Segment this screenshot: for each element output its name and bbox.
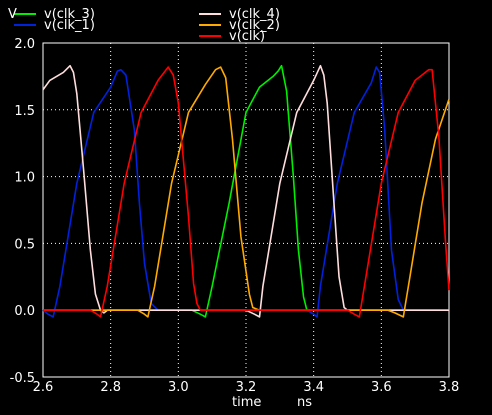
y-tick-label: 1.0	[14, 171, 35, 186]
x-tick-label: 3.4	[303, 380, 324, 395]
x-axis-label: time	[232, 395, 261, 410]
x-tick-label: 3.2	[236, 380, 257, 395]
legend: v(clk_3)v(clk_1) v(clk_4)v(clk_2)v(clk)	[14, 7, 280, 44]
legend-label: v(clk_3)	[44, 7, 95, 22]
legend-label: v(clk_1)	[44, 18, 95, 33]
x-tick-label: 2.6	[33, 380, 54, 395]
plot-frame	[42, 42, 450, 378]
y-tick-label: 1.5	[14, 104, 35, 119]
x-axis-unit: ns	[297, 395, 312, 410]
x-tick-label: 3.6	[371, 380, 392, 395]
legend-label: v(clk_4)	[229, 7, 280, 22]
legend-label: v(clk)	[229, 29, 265, 44]
y-tick-labels: -0.5 0.0 0.5 1.0 1.5 2.0	[10, 37, 35, 386]
x-tick-label: 2.8	[100, 380, 121, 395]
y-tick-label: 0.5	[14, 237, 35, 252]
y-tick-label: -0.5	[10, 371, 35, 386]
series-lines	[42, 64, 450, 318]
x-tick-labels: 2.6 2.8 3.0 3.2 3.4 3.6 3.8	[33, 380, 460, 395]
series-line-1	[43, 64, 449, 318]
y-tick-label: 2.0	[14, 37, 35, 52]
legend-label: v(clk_2)	[229, 18, 280, 33]
x-tick-label: 3.8	[439, 380, 460, 395]
y-axis-label: V	[8, 7, 17, 22]
series-line-4	[43, 66, 450, 318]
x-tick-label: 3.0	[168, 380, 189, 395]
series-line-5	[43, 66, 450, 318]
series-line-3	[42, 64, 449, 318]
y-tick-label: 0.0	[14, 304, 35, 319]
